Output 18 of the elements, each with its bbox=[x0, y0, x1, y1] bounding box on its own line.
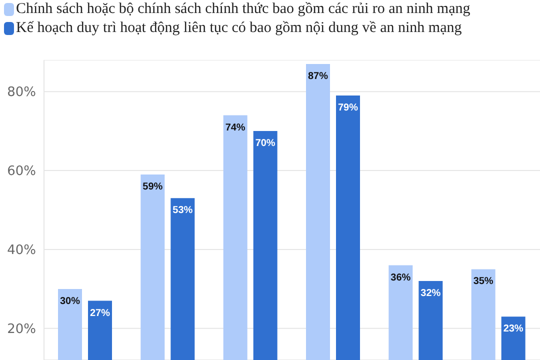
data-label: 53% bbox=[172, 205, 193, 216]
data-label: 59% bbox=[142, 181, 163, 192]
data-label: 27% bbox=[90, 308, 110, 319]
legend-label: Kế hoạch duy trì hoạt động liên tục có bao gồm nội dung về an ninh mạng bbox=[16, 19, 462, 38]
legend-label: Chính sách hoặc bộ chính sách chính thức bao gồm các rủi ro an ninh mạng bbox=[16, 0, 470, 19]
data-label: 30% bbox=[60, 296, 80, 307]
y-tick-label: 80% bbox=[7, 85, 36, 100]
data-label: 79% bbox=[338, 102, 358, 114]
data-label: 32% bbox=[420, 288, 441, 300]
y-tick-label: 60% bbox=[7, 164, 36, 180]
data-label: 23% bbox=[503, 324, 524, 335]
data-label: 74% bbox=[225, 122, 246, 134]
data-label: 35% bbox=[473, 276, 494, 288]
data-label: 87% bbox=[308, 70, 328, 82]
y-tick-label: 40% bbox=[7, 243, 36, 258]
data-label: 36% bbox=[390, 272, 411, 284]
y-tick-label: 20% bbox=[7, 322, 36, 338]
data-label: 70% bbox=[255, 138, 276, 150]
